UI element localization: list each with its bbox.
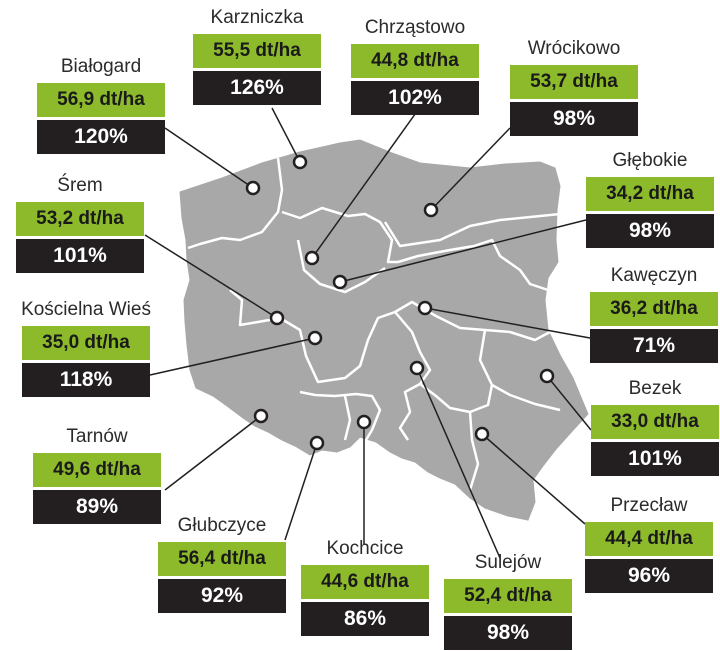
location-name: Kochcice [326, 538, 404, 559]
location-srem: Śrem 53,2 dt/ha 101% [16, 174, 144, 273]
percent-badge: 120% [37, 120, 165, 154]
location-marker[interactable] [474, 426, 490, 442]
location-bezek: Bezek 33,0 dt/ha 101% [591, 377, 719, 476]
location-name: Głubczyce [177, 515, 267, 536]
location-name: Kawęczyn [610, 265, 698, 286]
location-sulejow: Sulejów 52,4 dt/ha 98% [444, 551, 572, 650]
location-name: Chrząstowo [364, 17, 466, 38]
leader-line [164, 127, 254, 189]
location-glubczyce: Głubczyce 56,4 dt/ha 92% [158, 514, 286, 613]
percent-badge: 118% [22, 363, 150, 397]
leader-line [546, 375, 592, 431]
location-name: Kościelna Wieś [21, 299, 151, 320]
leader-line [416, 367, 501, 559]
location-marker[interactable] [309, 435, 325, 451]
location-karzniczka: Karzniczka 55,5 dt/ha 126% [193, 6, 321, 105]
yield-badge: 52,4 dt/ha [444, 579, 572, 613]
yield-badge: 35,0 dt/ha [22, 326, 150, 360]
percent-badge: 96% [585, 559, 713, 593]
location-marker[interactable] [332, 274, 348, 290]
leader-line [430, 127, 511, 211]
yield-badge: 44,6 dt/ha [301, 565, 429, 599]
region-borders [187, 157, 561, 491]
percent-badge: 98% [586, 214, 714, 248]
location-marker[interactable] [417, 300, 433, 316]
location-name: Głębokie [612, 150, 688, 171]
location-wrocikowo: Wrócikowo 53,7 dt/ha 98% [510, 37, 638, 136]
location-tarnow: Tarnów 49,6 dt/ha 89% [33, 425, 161, 524]
location-kaweczyn: Kawęczyn 36,2 dt/ha 71% [590, 264, 718, 363]
leader-line [271, 107, 301, 163]
location-kochcice: Kochcice 44,6 dt/ha 86% [301, 537, 429, 636]
poland-outline [179, 139, 589, 521]
percent-badge: 126% [193, 71, 321, 105]
location-przeclaw: Przecław 44,4 dt/ha 96% [585, 494, 713, 593]
location-name: Tarnów [66, 426, 128, 447]
yield-badge: 53,7 dt/ha [510, 65, 638, 99]
location-marker[interactable] [539, 368, 555, 384]
location-marker[interactable] [245, 180, 261, 196]
location-marker[interactable] [304, 250, 320, 266]
percent-badge: 98% [510, 102, 638, 136]
yield-badge: 44,4 dt/ha [585, 522, 713, 556]
location-name: Bezek [628, 378, 682, 399]
location-name: Wrócikowo [527, 38, 621, 59]
location-bialogard: Białogard 56,9 dt/ha 120% [37, 55, 165, 154]
leader-line [164, 415, 262, 491]
location-name: Karzniczka [210, 7, 304, 28]
leader-line [144, 234, 278, 319]
location-marker[interactable] [356, 414, 372, 430]
markers-layer [144, 107, 592, 559]
leader-line [149, 337, 316, 376]
location-koscielna-wies: Kościelna Wieś 35,0 dt/ha 118% [21, 298, 151, 397]
yield-badge: 56,9 dt/ha [37, 83, 165, 117]
location-glebokie: Głębokie 34,2 dt/ha 98% [586, 149, 714, 248]
location-name: Sulejów [474, 552, 542, 573]
location-name: Przecław [610, 495, 688, 516]
location-marker[interactable] [292, 154, 308, 170]
percent-badge: 92% [158, 579, 286, 613]
location-name: Białogard [60, 56, 142, 77]
percent-badge: 101% [16, 239, 144, 273]
leader-line [284, 442, 318, 541]
yield-badge: 36,2 dt/ha [590, 292, 718, 326]
percent-badge: 101% [591, 442, 719, 476]
yield-badge: 56,4 dt/ha [158, 542, 286, 576]
percent-badge: 71% [590, 329, 718, 363]
yield-badge: 44,8 dt/ha [351, 44, 479, 78]
leader-line [424, 307, 591, 339]
location-marker[interactable] [253, 408, 269, 424]
location-marker[interactable] [269, 310, 285, 326]
location-chrzastowo: Chrząstowo 44,8 dt/ha 102% [351, 16, 479, 115]
location-marker[interactable] [409, 360, 425, 376]
yield-badge: 34,2 dt/ha [586, 177, 714, 211]
leader-line [481, 433, 586, 525]
location-name: Śrem [57, 175, 103, 196]
yield-badge: 49,6 dt/ha [33, 453, 161, 487]
leader-line [311, 109, 419, 259]
percent-badge: 86% [301, 602, 429, 636]
location-marker[interactable] [423, 202, 439, 218]
leader-line [339, 219, 587, 283]
location-marker[interactable] [307, 330, 323, 346]
percent-badge: 98% [444, 616, 572, 650]
percent-badge: 102% [351, 81, 479, 115]
yield-badge: 53,2 dt/ha [16, 202, 144, 236]
yield-badge: 33,0 dt/ha [591, 405, 719, 439]
percent-badge: 89% [33, 490, 161, 524]
yield-badge: 55,5 dt/ha [193, 34, 321, 68]
